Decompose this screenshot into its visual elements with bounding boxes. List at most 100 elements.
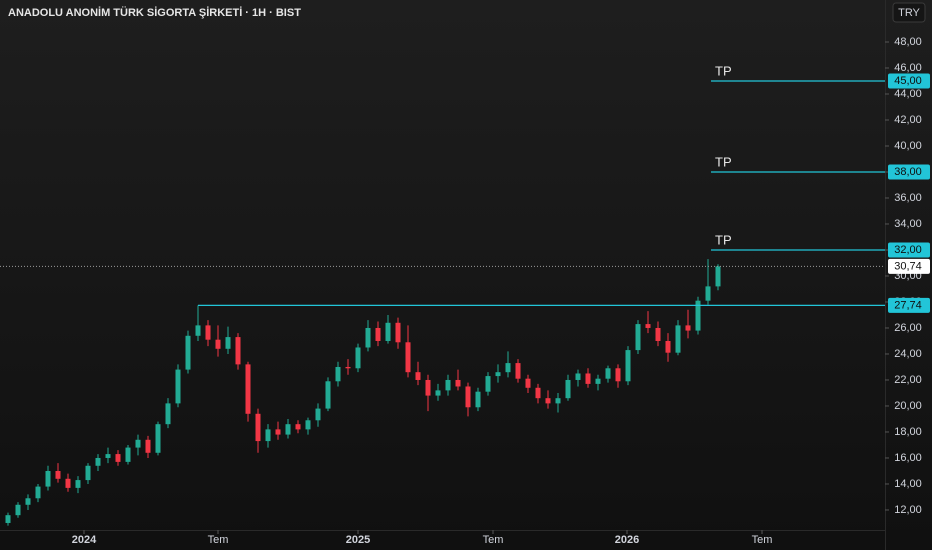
y-tick-label: 34,00 (894, 218, 922, 230)
x-tick-label: Tem (208, 534, 229, 546)
candle-body (135, 439, 141, 448)
candle-body (575, 373, 581, 380)
target-name: TP (715, 232, 732, 247)
candle-body (95, 457, 101, 466)
price-label-box (888, 297, 930, 313)
candle-body (465, 386, 471, 408)
candle-body (605, 368, 611, 379)
y-tick-label: 12,00 (894, 504, 922, 516)
candle-body (685, 325, 691, 331)
price-label: 27,74 (894, 299, 922, 311)
candle-body (445, 379, 451, 391)
price-label: 32,00 (894, 244, 922, 256)
candle-body (675, 325, 681, 353)
y-tick-label: 44,00 (894, 88, 922, 100)
y-tick-label: 42,00 (894, 114, 922, 126)
candle-body (255, 413, 261, 442)
candle-body (5, 515, 11, 523)
price-label-box (888, 73, 930, 89)
candle-body (85, 465, 91, 481)
candle-body (205, 325, 211, 340)
candle-body (425, 379, 431, 396)
candle-body (395, 322, 401, 343)
x-tick-label: 2024 (72, 534, 97, 546)
candle-body (415, 372, 421, 380)
candle-body (565, 379, 571, 399)
price-label: 45,00 (894, 75, 922, 87)
candle-body (45, 470, 51, 487)
candle-body (35, 486, 41, 499)
candle-body (385, 322, 391, 341)
y-tick-label: 22,00 (894, 374, 922, 386)
y-tick-label: 26,00 (894, 322, 922, 334)
candle-body (295, 424, 301, 430)
candle-body (195, 325, 201, 336)
candle-body (615, 368, 621, 382)
chart-title: ANADOLU ANONİM TÜRK SİGORTA ŞİRKETİ · 1H… (8, 6, 301, 19)
candle-body (335, 366, 341, 382)
last-price-label: 30,74 (894, 260, 922, 272)
x-tick-label: Tem (752, 534, 773, 546)
candle-body (215, 339, 221, 349)
candle-body (505, 363, 511, 373)
candle-body (175, 369, 181, 404)
y-tick-label: 16,00 (894, 452, 922, 464)
price-label-box (888, 164, 930, 180)
price-label-box (888, 242, 930, 258)
candle-body (245, 364, 251, 414)
currency: TRY (898, 7, 920, 19)
candle-body (595, 378, 601, 384)
currency-box[interactable] (892, 2, 926, 23)
candle-body (275, 429, 281, 435)
y-tick-label: 46,00 (894, 62, 922, 74)
candle-body (515, 363, 521, 379)
candle-body (535, 387, 541, 399)
candle-body (345, 366, 351, 369)
candle-body (635, 324, 641, 351)
candle-body (225, 337, 231, 349)
candle-body (145, 439, 151, 453)
candle-body (375, 327, 381, 341)
x-tick-label: Tem (483, 534, 504, 546)
candle-body (655, 327, 661, 341)
candle-body (455, 379, 461, 387)
candle-body (125, 447, 131, 462)
candle-body (365, 327, 371, 348)
y-tick-label: 20,00 (894, 400, 922, 412)
candle-body (25, 498, 31, 505)
y-tick-label: 36,00 (894, 192, 922, 204)
candle-body (645, 324, 651, 328)
candle-body (315, 408, 321, 421)
candle-body (525, 378, 531, 388)
y-tick-label: 14,00 (894, 478, 922, 490)
target-name: TP (715, 154, 732, 169)
target-name: TP (715, 63, 732, 78)
candle-body (235, 337, 241, 365)
candle-body (15, 504, 21, 516)
candle-body (265, 429, 271, 442)
candle-body (665, 340, 671, 353)
candle-body (625, 350, 631, 382)
candle-body (705, 286, 711, 301)
candle-body (305, 420, 311, 430)
price-label: 38,00 (894, 166, 922, 178)
candle-body (165, 403, 171, 425)
candle-body (285, 424, 291, 435)
candle-body (485, 376, 491, 392)
candle-body (495, 372, 501, 377)
y-tick-label: 18,00 (894, 426, 922, 438)
candle-body (55, 470, 61, 479)
candle-body (185, 335, 191, 370)
candle-body (475, 391, 481, 408)
candle-body (585, 373, 591, 384)
candle-body (555, 398, 561, 404)
candle-body (325, 381, 331, 409)
candle-body (155, 424, 161, 453)
candle-body (115, 454, 121, 462)
y-tick-label: 24,00 (894, 348, 922, 360)
candle-body (355, 347, 361, 369)
candle-body (715, 266, 721, 287)
candle-body (75, 480, 81, 488)
y-tick-label: 40,00 (894, 140, 922, 152)
